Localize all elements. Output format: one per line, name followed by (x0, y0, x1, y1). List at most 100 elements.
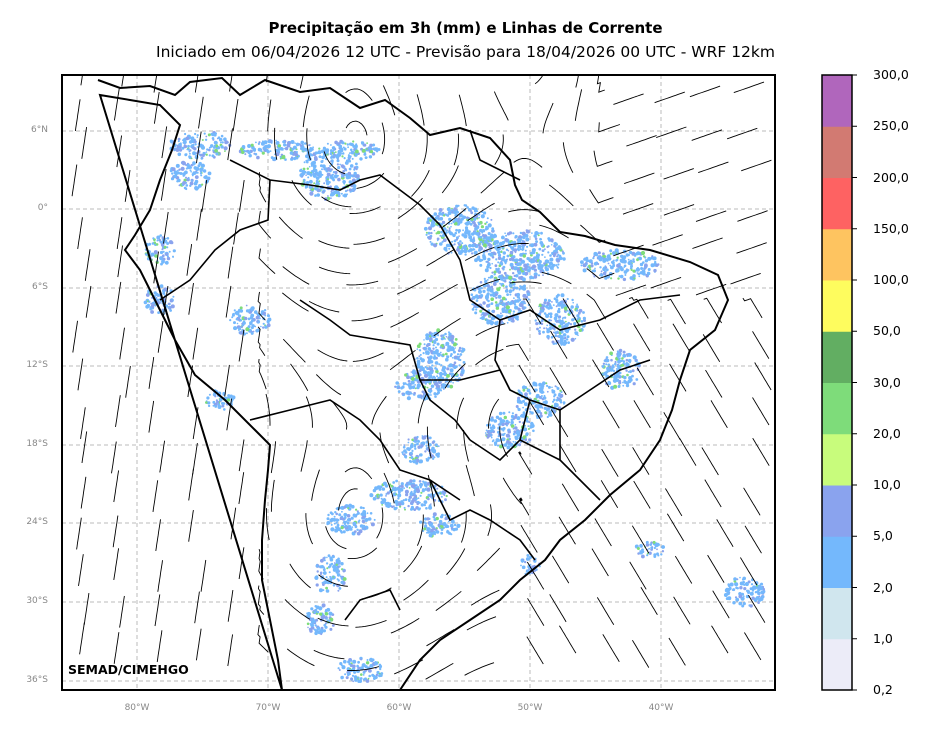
streamline (613, 93, 644, 105)
rain-cell (511, 255, 514, 258)
rain-cell (404, 373, 408, 377)
rain-cell (445, 357, 449, 362)
rain-cell (625, 383, 630, 388)
rain-cell (470, 217, 474, 221)
rain-cell (525, 432, 529, 436)
rain-cell (519, 231, 523, 235)
rain-cell (195, 154, 198, 157)
rain-cell (408, 385, 413, 390)
rain-cell (222, 393, 225, 396)
rain-cell (309, 179, 313, 184)
streamline (286, 648, 315, 667)
rain-cell (426, 487, 431, 492)
rain-cell (374, 498, 377, 500)
rain-cell (505, 433, 510, 438)
rain-cell (348, 662, 352, 666)
rain-cell (736, 578, 739, 581)
rain-cell (574, 337, 577, 340)
rain-cell (261, 151, 265, 155)
rain-cell (495, 306, 500, 310)
rain-cell (306, 167, 309, 170)
rain-cell (342, 518, 345, 521)
rain-cell (446, 367, 450, 371)
rain-cell (492, 282, 497, 286)
rain-cell (586, 266, 589, 269)
rain-cell (405, 493, 409, 497)
rain-cell (152, 237, 155, 240)
rain-cell (472, 306, 475, 309)
rain-cell (211, 137, 215, 140)
rain-cell (397, 386, 401, 389)
rain-cell (247, 309, 251, 313)
streamline (549, 594, 567, 623)
streamline (157, 560, 163, 592)
rain-cell (410, 380, 415, 385)
streamline (526, 636, 544, 665)
rain-cell (226, 398, 231, 402)
rain-cell (341, 510, 343, 513)
streamline (265, 393, 271, 426)
rain-cell (319, 164, 323, 168)
rain-cell (641, 548, 644, 552)
rain-cell (425, 333, 430, 338)
streamline (499, 426, 508, 457)
rain-cell (513, 248, 518, 253)
streamline (115, 281, 122, 314)
rain-cell (441, 383, 446, 387)
rain-cell (510, 418, 514, 422)
streamline (153, 91, 160, 124)
rain-cell (303, 181, 306, 184)
rain-cell (515, 430, 520, 435)
rain-cell (537, 407, 540, 411)
rain-cell (423, 370, 428, 375)
rain-cell (753, 585, 757, 590)
rain-cell (257, 142, 260, 145)
rain-cell (614, 248, 619, 253)
rain-cell (346, 514, 351, 518)
rain-cell (409, 391, 412, 395)
rain-cell (450, 353, 453, 356)
rain-cell (437, 445, 440, 447)
rain-cell (454, 527, 458, 531)
rain-cell (335, 518, 339, 522)
rain-cell (361, 148, 366, 153)
rain-cell (485, 221, 488, 224)
rain-cell (362, 674, 365, 676)
rain-cell (448, 364, 452, 368)
streamline (633, 400, 651, 429)
rain-cell (330, 197, 332, 200)
colorbar-segment (822, 331, 852, 383)
rain-cell (319, 174, 321, 176)
rain-cell (364, 527, 366, 530)
rain-cell (243, 316, 246, 320)
rain-cell (514, 423, 517, 426)
streamline (112, 515, 119, 548)
rain-cell (435, 232, 438, 235)
watermark: SEMAD/CIMEHGO (68, 662, 189, 677)
rain-cell (608, 365, 612, 369)
rain-cell (372, 152, 375, 154)
rain-cell (525, 557, 530, 561)
rain-cell (522, 406, 524, 409)
rain-cell (493, 441, 498, 445)
rain-cell (526, 268, 531, 273)
rain-cell (640, 250, 646, 256)
rain-cell (534, 557, 537, 560)
rain-cell (494, 293, 498, 297)
rain-cell (293, 152, 296, 155)
rain-cell (556, 258, 560, 263)
rain-cell (501, 302, 506, 307)
rain-cell (554, 242, 558, 246)
rain-cell (431, 441, 435, 444)
rain-cell (435, 346, 437, 349)
rain-cell (543, 264, 546, 266)
rain-cell (519, 253, 523, 257)
streamline (238, 472, 245, 504)
streamline (113, 470, 120, 503)
rain-cell (290, 140, 295, 144)
rain-cell (456, 523, 461, 529)
rain-cell (187, 148, 190, 151)
rain-cell (533, 559, 537, 563)
rain-cell (347, 146, 349, 149)
lat-label: 6°N (31, 125, 48, 135)
